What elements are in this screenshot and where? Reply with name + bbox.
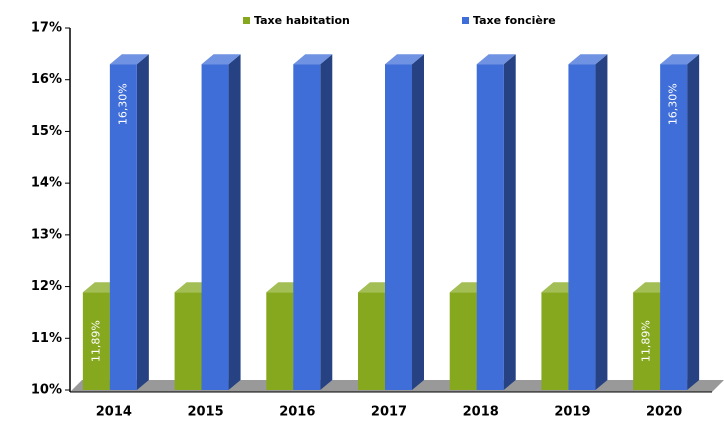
bar-side bbox=[595, 54, 608, 390]
bar-side bbox=[412, 54, 424, 390]
bar bbox=[449, 292, 477, 390]
bar-side bbox=[503, 54, 516, 390]
legend-swatch bbox=[243, 17, 250, 24]
bar-top bbox=[568, 54, 608, 65]
y-tick-label: 17% bbox=[31, 21, 62, 36]
y-tick-label: 15% bbox=[31, 124, 62, 139]
bar bbox=[82, 292, 110, 390]
bar bbox=[109, 64, 137, 390]
bar bbox=[358, 292, 385, 390]
bar bbox=[660, 64, 688, 390]
data-label: 11,89% bbox=[640, 320, 653, 362]
bar-side bbox=[320, 54, 333, 390]
y-tick-label: 13% bbox=[31, 227, 62, 242]
x-tick-label: 2016 bbox=[279, 405, 315, 420]
bar-top bbox=[476, 54, 516, 65]
y-tick-label: 12% bbox=[31, 279, 62, 294]
x-tick-label: 2014 bbox=[96, 405, 132, 420]
bar bbox=[266, 292, 294, 390]
y-tick-label: 16% bbox=[31, 72, 62, 87]
legend-label: Taxe habitation bbox=[254, 14, 350, 27]
bar-side bbox=[136, 54, 149, 390]
bar bbox=[293, 64, 321, 390]
y-tick-label: 10% bbox=[31, 383, 62, 398]
bar bbox=[385, 64, 412, 390]
data-label: 16,30% bbox=[116, 83, 129, 125]
bar-top bbox=[385, 54, 424, 65]
y-tick-label: 14% bbox=[31, 176, 62, 191]
x-tick-label: 2015 bbox=[187, 405, 223, 420]
bar bbox=[201, 64, 229, 390]
bar-side bbox=[228, 54, 241, 390]
legend-label: Taxe foncière bbox=[473, 14, 556, 27]
bar-top bbox=[109, 54, 149, 65]
x-tick-label: 2017 bbox=[371, 405, 407, 420]
bar-top bbox=[293, 54, 333, 65]
bar bbox=[174, 292, 202, 390]
bar bbox=[633, 292, 661, 390]
bar bbox=[476, 64, 504, 390]
x-tick-label: 2019 bbox=[554, 405, 590, 420]
x-tick-label: 2018 bbox=[463, 405, 499, 420]
bar-side bbox=[687, 54, 700, 390]
bar-top bbox=[201, 54, 241, 65]
bar bbox=[568, 64, 596, 390]
y-tick-label: 11% bbox=[31, 331, 62, 346]
x-tick-label: 2020 bbox=[646, 405, 682, 420]
legend-swatch bbox=[462, 17, 469, 24]
data-label: 16,30% bbox=[667, 83, 680, 125]
data-label: 11,89% bbox=[89, 320, 102, 362]
bar-top bbox=[660, 54, 700, 65]
bar bbox=[541, 292, 569, 390]
